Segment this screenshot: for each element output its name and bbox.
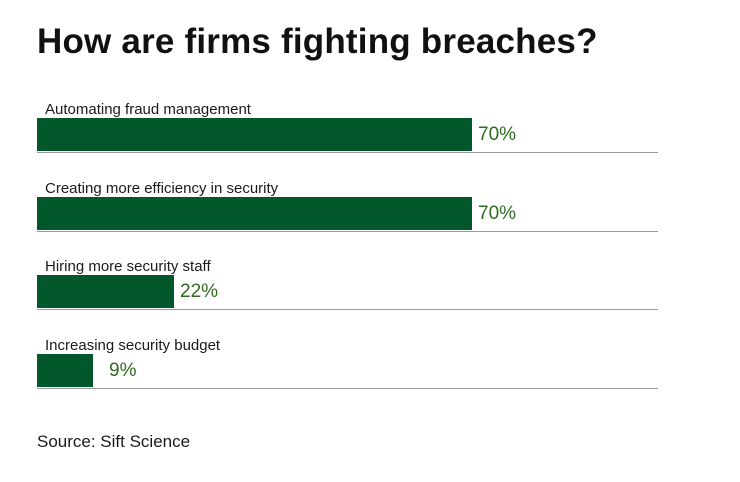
category-label: Hiring more security staff bbox=[45, 258, 211, 275]
bar bbox=[37, 197, 472, 230]
bar bbox=[37, 275, 174, 308]
value-label: 22% bbox=[180, 281, 219, 302]
value-label: 9% bbox=[109, 360, 137, 381]
value-label: 70% bbox=[478, 203, 517, 224]
category-label: Automating fraud management bbox=[45, 101, 251, 118]
source-note: Source: Sift Science bbox=[37, 432, 191, 451]
category-label: Increasing security budget bbox=[45, 337, 221, 354]
row-baseline bbox=[37, 231, 658, 232]
row-baseline bbox=[37, 388, 658, 389]
row-baseline bbox=[37, 152, 658, 153]
row-baseline bbox=[37, 309, 658, 310]
chart-title: How are firms fighting breaches? bbox=[37, 22, 598, 61]
bar bbox=[37, 118, 472, 151]
bar bbox=[37, 354, 93, 387]
value-label: 70% bbox=[478, 124, 517, 145]
category-label: Creating more efficiency in security bbox=[45, 180, 279, 197]
